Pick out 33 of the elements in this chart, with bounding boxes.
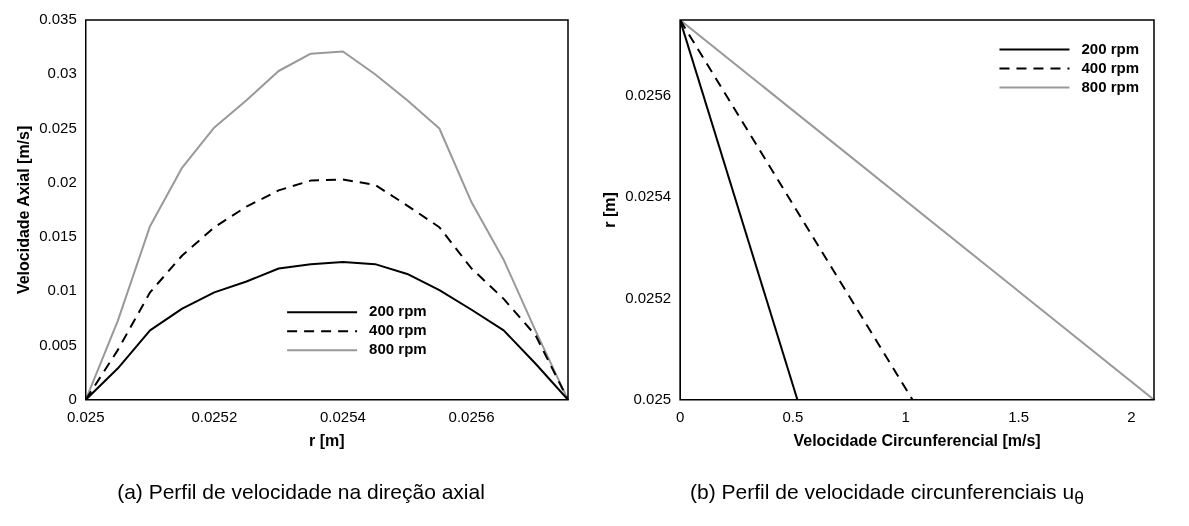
y-tick-label: 0.025 [633,389,672,407]
y-tick-label: 0.0252 [625,288,672,306]
legend-label: 800 rpm [369,340,427,358]
text: (b) Perfil de velocidade circunferenciais u$_{θ}$ [689,480,1085,510]
x-tick-label: 1.5 [1008,407,1030,425]
y-tick-label: 0.02 [47,172,77,190]
y-tick-label: 0.01 [47,281,77,299]
y-tick-label: 0.005 [39,335,77,353]
y-tick-label: 0.0254 [625,187,672,205]
legend-label: 200 rpm [369,302,427,320]
y-tick-label: 0.03 [47,64,77,82]
x-tick-label: 0.0252 [191,407,238,425]
x-axis-title: Velocidade Circunferencial [m/s] [793,431,1041,449]
y-tick-label: 0.0256 [625,86,672,104]
legend-label: 200 rpm [1081,39,1140,57]
x-tick-label: 0.5 [782,407,804,425]
x-tick-label: 0 [675,407,685,425]
text: (a) Perfil de velocidade na direção axial [116,480,486,504]
y-axis-title: Velocidade Axial [m/s] [15,125,33,295]
legend-label: 400 rpm [1081,58,1140,76]
y-tick-label: 0 [68,389,77,407]
y-tick-label: 0.035 [39,10,77,28]
x-tick-label: 1 [901,407,910,425]
x-tick-label: 0.0254 [320,407,366,425]
y-tick-label: 0.025 [39,118,77,136]
x-tick-label: 0.0256 [448,407,495,425]
x-axis-title: r [m] [309,431,345,449]
x-tick-label: 0.025 [66,407,105,425]
y-axis-title: r [m] [601,192,619,228]
legend-label: 400 rpm [369,321,427,339]
x-tick-label: 2 [1127,407,1136,425]
legend-label: 800 rpm [1081,77,1140,95]
y-tick-label: 0.015 [39,227,77,245]
